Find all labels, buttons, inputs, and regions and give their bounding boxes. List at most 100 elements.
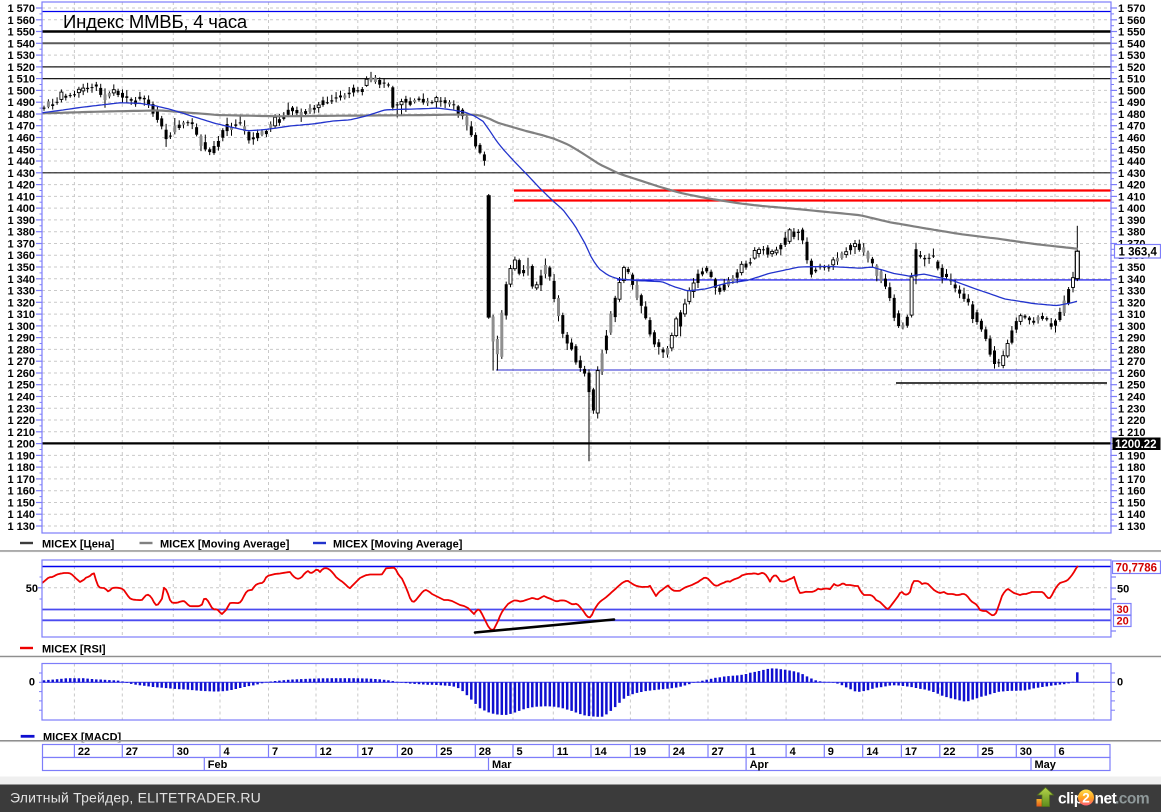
svg-text:May: May (1035, 759, 1057, 771)
svg-text:1 220: 1 220 (7, 415, 35, 427)
svg-text:1 170: 1 170 (1118, 474, 1146, 486)
svg-text:5: 5 (517, 746, 523, 758)
svg-text:1 530: 1 530 (1118, 50, 1146, 62)
svg-text:1 230: 1 230 (1118, 403, 1146, 415)
svg-text:Индекс ММВБ, 4 часа: Индекс ММВБ, 4 часа (63, 11, 248, 32)
svg-text:MICEX [RSI]: MICEX [RSI] (42, 644, 106, 656)
svg-text:1 130: 1 130 (1118, 521, 1146, 533)
svg-text:1 330: 1 330 (7, 286, 35, 298)
svg-text:1 340: 1 340 (7, 274, 35, 286)
svg-text:1 520: 1 520 (7, 62, 35, 74)
svg-text:0: 0 (1117, 677, 1123, 689)
svg-text:1 550: 1 550 (7, 27, 35, 39)
svg-text:1 290: 1 290 (7, 333, 35, 345)
svg-text:1 490: 1 490 (7, 97, 35, 109)
svg-text:7: 7 (272, 746, 278, 758)
svg-text:1 540: 1 540 (7, 38, 35, 50)
svg-text:1200.22: 1200.22 (1115, 439, 1157, 451)
svg-text:20: 20 (401, 746, 413, 758)
svg-text:20: 20 (1117, 616, 1129, 628)
svg-text:1 280: 1 280 (7, 344, 35, 356)
svg-text:1 290: 1 290 (1118, 333, 1146, 345)
svg-text:1 270: 1 270 (7, 356, 35, 368)
svg-text:1 310: 1 310 (7, 309, 35, 321)
svg-text:MICEX [Цена]: MICEX [Цена] (42, 539, 115, 551)
svg-text:1 430: 1 430 (1118, 168, 1146, 180)
svg-text:24: 24 (673, 746, 686, 758)
svg-text:clip: clip (1058, 791, 1083, 808)
svg-text:4: 4 (224, 746, 231, 758)
svg-text:1 500: 1 500 (1118, 85, 1146, 97)
svg-text:1 300: 1 300 (1118, 321, 1146, 333)
svg-text:30: 30 (1020, 746, 1032, 758)
svg-text:Элитный Трейдер, ELITETRADER.R: Элитный Трейдер, ELITETRADER.RU (10, 790, 261, 806)
svg-text:1 450: 1 450 (7, 144, 35, 156)
svg-text:27: 27 (126, 746, 138, 758)
svg-text:1 370: 1 370 (7, 239, 35, 251)
svg-text:1 380: 1 380 (7, 227, 35, 239)
svg-text:12: 12 (320, 746, 332, 758)
svg-text:1 150: 1 150 (1118, 498, 1146, 510)
svg-text:1 240: 1 240 (7, 392, 35, 404)
svg-text:17: 17 (905, 746, 917, 758)
svg-text:1 320: 1 320 (7, 297, 35, 309)
svg-text:1 470: 1 470 (7, 121, 35, 133)
svg-text:1 180: 1 180 (1118, 462, 1146, 474)
svg-text:1 390: 1 390 (7, 215, 35, 227)
svg-text:27: 27 (712, 746, 724, 758)
svg-text:1 400: 1 400 (1118, 203, 1146, 215)
svg-text:1 250: 1 250 (7, 380, 35, 392)
svg-text:9: 9 (828, 746, 834, 758)
svg-text:1 420: 1 420 (1118, 180, 1146, 192)
svg-text:1 180: 1 180 (7, 462, 35, 474)
svg-text:1 210: 1 210 (7, 427, 35, 439)
svg-text:1 410: 1 410 (7, 191, 35, 203)
svg-text:1 560: 1 560 (7, 15, 35, 27)
svg-text:1 510: 1 510 (1118, 74, 1146, 86)
svg-text:1 160: 1 160 (1118, 486, 1146, 498)
svg-text:25: 25 (981, 746, 993, 758)
svg-text:0: 0 (29, 677, 35, 689)
svg-text:50: 50 (1117, 584, 1129, 596)
svg-text:1 190: 1 190 (7, 450, 35, 462)
svg-text:1 410: 1 410 (1118, 191, 1146, 203)
svg-text:1 530: 1 530 (7, 50, 35, 62)
svg-text:1 260: 1 260 (1118, 368, 1146, 380)
svg-text:28: 28 (479, 746, 491, 758)
svg-text:70,7786: 70,7786 (1116, 563, 1158, 575)
svg-text:17: 17 (361, 746, 373, 758)
svg-text:1 230: 1 230 (7, 403, 35, 415)
svg-text:4: 4 (790, 746, 797, 758)
svg-text:30: 30 (177, 746, 189, 758)
svg-text:50: 50 (26, 583, 38, 595)
svg-text:1 470: 1 470 (1118, 121, 1146, 133)
svg-text:1 350: 1 350 (1118, 262, 1146, 274)
svg-text:1 390: 1 390 (1118, 215, 1146, 227)
svg-text:1 450: 1 450 (1118, 144, 1146, 156)
svg-text:MICEX [Moving Average]: MICEX [Moving Average] (333, 539, 463, 551)
svg-text:1 480: 1 480 (1118, 109, 1146, 121)
svg-text:1 420: 1 420 (7, 180, 35, 192)
svg-text:Apr: Apr (750, 759, 770, 771)
svg-text:1 240: 1 240 (1118, 392, 1146, 404)
svg-text:Mar: Mar (492, 759, 512, 771)
svg-text:25: 25 (440, 746, 452, 758)
svg-text:1 200: 1 200 (7, 439, 35, 451)
svg-text:1 130: 1 130 (7, 521, 35, 533)
svg-text:1 490: 1 490 (1118, 97, 1146, 109)
svg-text:1 360: 1 360 (7, 250, 35, 262)
svg-text:1 260: 1 260 (7, 368, 35, 380)
svg-text:1 140: 1 140 (7, 509, 35, 521)
svg-text:1 570: 1 570 (7, 3, 35, 15)
svg-text:14: 14 (595, 746, 608, 758)
svg-text:1 350: 1 350 (7, 262, 35, 274)
svg-text:1 300: 1 300 (7, 321, 35, 333)
svg-text:1 380: 1 380 (1118, 227, 1146, 239)
svg-text:1 540: 1 540 (1118, 38, 1146, 50)
svg-text:14: 14 (866, 746, 879, 758)
svg-text:1 440: 1 440 (1118, 156, 1146, 168)
svg-text:22: 22 (943, 746, 955, 758)
svg-text:1 340: 1 340 (1118, 274, 1146, 286)
svg-text:30: 30 (1117, 604, 1129, 616)
svg-text:1 310: 1 310 (1118, 309, 1146, 321)
